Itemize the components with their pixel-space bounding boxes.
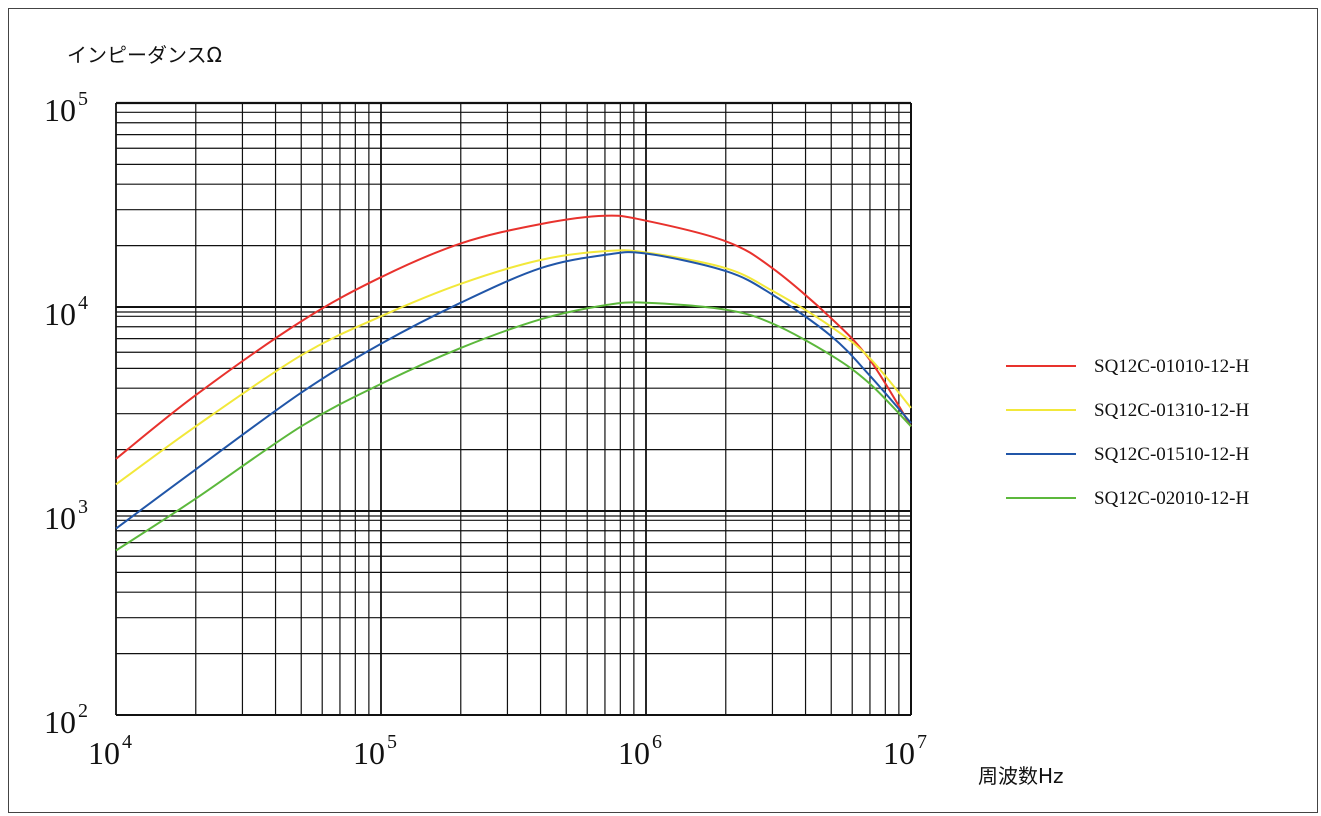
legend-label: SQ12C-01510-12-H bbox=[1094, 444, 1249, 465]
legend: SQ12C-01010-12-H SQ12C-01310-12-H SQ12C-01… bbox=[1006, 356, 1249, 509]
legend-label: SQ12C-01010-12-H bbox=[1094, 356, 1249, 377]
y-tick-label: 10 3 bbox=[44, 496, 88, 536]
series-line-2 bbox=[115, 249, 912, 486]
y-tick-base: 10 bbox=[44, 704, 76, 740]
x-axis-label: 周波数Hz bbox=[978, 764, 1064, 788]
x-tick-labels: 10 4 10 5 10 6 10 7 bbox=[88, 731, 927, 771]
series-lines bbox=[115, 214, 912, 552]
y-tick-exponent: 3 bbox=[78, 496, 88, 518]
series-line-4 bbox=[115, 301, 912, 552]
x-tick-exponent: 4 bbox=[122, 731, 132, 753]
minor-grid bbox=[116, 103, 911, 715]
x-tick-exponent: 5 bbox=[387, 731, 397, 753]
legend-label: SQ12C-02010-12-H bbox=[1094, 488, 1249, 509]
y-tick-exponent: 4 bbox=[78, 292, 88, 314]
chart-frame bbox=[8, 8, 1318, 813]
x-tick-label: 10 6 bbox=[618, 731, 662, 771]
y-tick-label: 10 5 bbox=[44, 88, 88, 128]
y-tick-base: 10 bbox=[44, 296, 76, 332]
x-tick-exponent: 7 bbox=[917, 731, 927, 753]
y-axis-label: インピーダンスΩ bbox=[67, 43, 222, 67]
x-tick-exponent: 6 bbox=[652, 731, 662, 753]
y-tick-exponent: 2 bbox=[78, 700, 88, 722]
y-tick-label: 10 2 bbox=[44, 700, 88, 740]
x-tick-base: 10 bbox=[353, 735, 385, 771]
series-line-3 bbox=[115, 251, 912, 530]
major-grid bbox=[115, 101, 912, 716]
legend-label: SQ12C-01310-12-H bbox=[1094, 400, 1249, 421]
x-tick-base: 10 bbox=[88, 735, 120, 771]
x-tick-label: 10 5 bbox=[353, 731, 397, 771]
y-tick-base: 10 bbox=[44, 92, 76, 128]
x-tick-label: 10 4 bbox=[88, 731, 132, 771]
x-tick-label: 10 7 bbox=[883, 731, 927, 771]
x-tick-base: 10 bbox=[883, 735, 915, 771]
y-tick-base: 10 bbox=[44, 500, 76, 536]
y-tick-label: 10 4 bbox=[44, 292, 88, 332]
series-line-1 bbox=[115, 214, 912, 460]
y-tick-exponent: 5 bbox=[78, 88, 88, 110]
x-tick-base: 10 bbox=[618, 735, 650, 771]
